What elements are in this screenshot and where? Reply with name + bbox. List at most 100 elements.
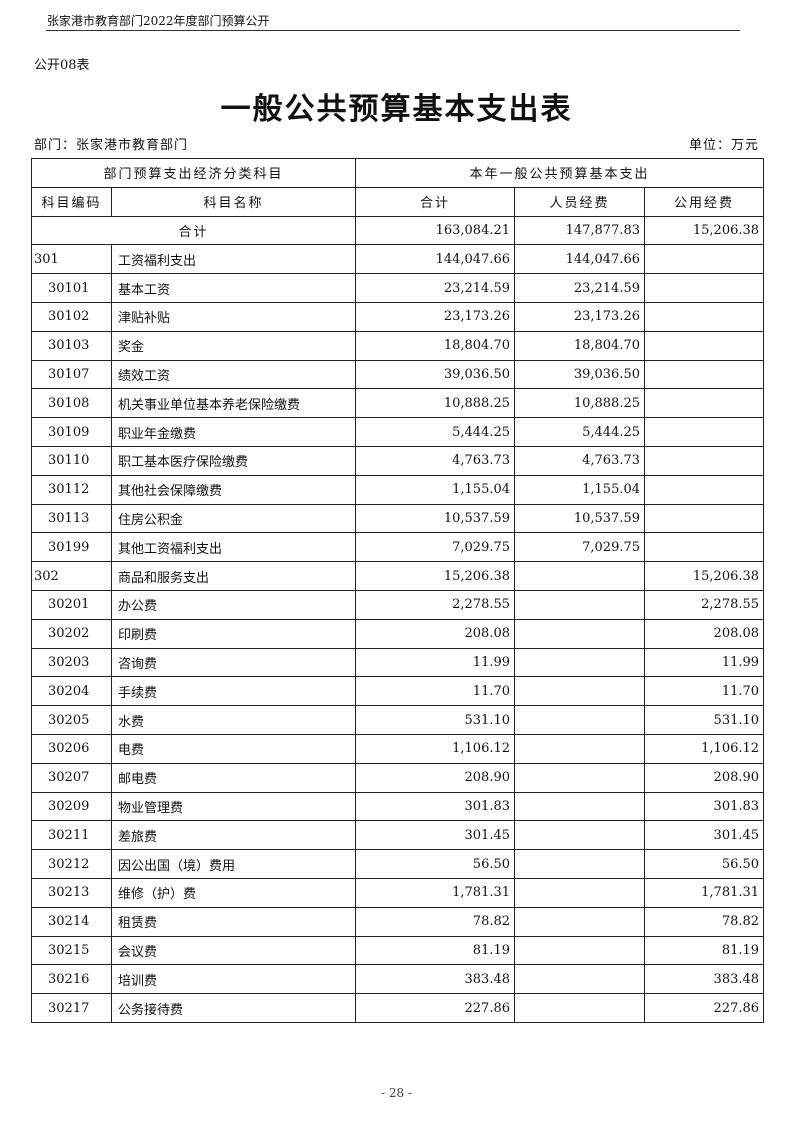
row-name: 办公费 xyxy=(110,589,357,620)
table-row: 30217 公务接待费 227.86 227.86 xyxy=(31,993,765,1023)
row-total: 531.10 xyxy=(355,705,516,735)
row-name: 住房公积金 xyxy=(110,503,357,534)
table-row: 30202 印刷费 208.08 208.08 xyxy=(31,618,765,649)
row-code: 30217 xyxy=(31,993,112,1023)
row-personnel xyxy=(514,676,646,707)
row-code: 30216 xyxy=(31,964,112,995)
row-public xyxy=(644,532,765,563)
row-code: 30101 xyxy=(31,273,112,303)
group-header-row: 部门预算支出经济分类科目 本年一般公共预算基本支出 xyxy=(30,158,765,188)
table-row: 30205 水费 531.10 531.10 xyxy=(31,705,765,735)
row-code: 30214 xyxy=(31,906,112,937)
row-total: 208.90 xyxy=(355,762,516,793)
row-code: 30213 xyxy=(31,877,112,908)
row-public: 531.10 xyxy=(644,705,765,735)
total-row: 合计 163,084.21 147,877.83 15,206.38 xyxy=(30,215,765,246)
col-header-code: 科目编码 xyxy=(31,186,112,217)
row-name: 工资福利支出 xyxy=(110,244,357,275)
row-personnel xyxy=(514,849,646,879)
row-public xyxy=(644,273,765,303)
row-name: 职工基本医疗保险缴费 xyxy=(110,445,357,476)
row-personnel xyxy=(514,791,646,822)
row-code: 30204 xyxy=(31,676,112,707)
row-personnel: 18,804.70 xyxy=(514,330,646,361)
row-personnel xyxy=(514,877,646,908)
row-code: 30107 xyxy=(31,359,112,390)
header-divider xyxy=(46,30,740,31)
table-row: 30211 差旅费 301.45 301.45 xyxy=(31,820,765,851)
row-public xyxy=(644,359,765,390)
row-public: 78.82 xyxy=(644,906,765,937)
row-personnel xyxy=(514,762,646,793)
table-row: 30215 会议费 81.19 81.19 xyxy=(31,935,765,966)
row-name: 津贴补贴 xyxy=(110,301,357,332)
row-public xyxy=(644,445,765,476)
total-total: 163,084.21 xyxy=(355,215,516,246)
row-personnel: 1,155.04 xyxy=(514,474,646,505)
row-personnel: 5,444.25 xyxy=(514,417,646,447)
row-total: 4,763.73 xyxy=(355,445,516,476)
row-total: 2,278.55 xyxy=(355,589,516,620)
table-row: 30209 物业管理费 301.83 301.83 xyxy=(31,791,765,822)
row-personnel xyxy=(514,935,646,966)
row-name: 基本工资 xyxy=(110,273,357,303)
row-total: 39,036.50 xyxy=(355,359,516,390)
row-total: 81.19 xyxy=(355,935,516,966)
row-name: 维修（护）费 xyxy=(110,877,357,908)
row-name: 机关事业单位基本养老保险缴费 xyxy=(110,388,357,419)
row-public: 301.45 xyxy=(644,820,765,851)
row-code: 30212 xyxy=(31,849,112,879)
table-row: 30103 奖金 18,804.70 18,804.70 xyxy=(31,330,765,361)
row-total: 1,155.04 xyxy=(355,474,516,505)
table-row: 30113 住房公积金 10,537.59 10,537.59 xyxy=(31,503,765,534)
row-name: 公务接待费 xyxy=(110,993,357,1023)
row-public xyxy=(644,474,765,505)
row-personnel xyxy=(514,618,646,649)
row-total: 56.50 xyxy=(355,849,516,879)
table-row: 30204 手续费 11.70 11.70 xyxy=(31,676,765,707)
row-code: 30203 xyxy=(31,647,112,678)
row-total: 301.83 xyxy=(355,791,516,822)
row-personnel: 10,537.59 xyxy=(514,503,646,534)
row-public: 11.99 xyxy=(644,647,765,678)
row-personnel xyxy=(514,964,646,995)
col-header-public: 公用经费 xyxy=(644,186,765,217)
row-name: 职业年金缴费 xyxy=(110,417,357,447)
table-row: 30207 邮电费 208.90 208.90 xyxy=(31,762,765,793)
row-code: 30202 xyxy=(31,618,112,649)
row-name: 培训费 xyxy=(110,964,357,995)
department-label: 部门：张家港市教育部门 xyxy=(34,138,189,153)
row-public: 227.86 xyxy=(644,993,765,1023)
row-public: 383.48 xyxy=(644,964,765,995)
row-total: 1,781.31 xyxy=(355,877,516,908)
table-row: 30108 机关事业单位基本养老保险缴费 10,888.25 10,888.25 xyxy=(31,388,765,419)
page-title: 一般公共预算基本支出表 xyxy=(220,92,573,127)
table-row: 30203 咨询费 11.99 11.99 xyxy=(31,647,765,678)
row-public: 1,106.12 xyxy=(644,733,765,764)
row-personnel: 144,047.66 xyxy=(514,244,646,275)
row-personnel xyxy=(514,589,646,620)
row-name: 邮电费 xyxy=(110,762,357,793)
row-code: 30205 xyxy=(31,705,112,735)
row-name: 物业管理费 xyxy=(110,791,357,822)
row-total: 78.82 xyxy=(355,906,516,937)
row-code: 302 xyxy=(31,561,112,591)
unit-label: 单位：万元 xyxy=(688,138,759,153)
row-total: 383.48 xyxy=(355,964,516,995)
row-public xyxy=(644,388,765,419)
row-personnel xyxy=(514,906,646,937)
row-public: 2,278.55 xyxy=(644,589,765,620)
row-code: 30209 xyxy=(31,791,112,822)
row-code: 30102 xyxy=(31,301,112,332)
row-personnel: 4,763.73 xyxy=(514,445,646,476)
table-row: 301 工资福利支出 144,047.66 144,047.66 xyxy=(31,244,765,275)
table-row: 30206 电费 1,106.12 1,106.12 xyxy=(31,733,765,764)
row-name: 其他工资福利支出 xyxy=(110,532,357,563)
row-code: 301 xyxy=(31,244,112,275)
budget-table: 部门预算支出经济分类科目 本年一般公共预算基本支出 科目编码 科目名称 合计 人… xyxy=(30,158,765,1023)
row-personnel xyxy=(514,733,646,764)
row-name: 绩效工资 xyxy=(110,359,357,390)
row-total: 144,047.66 xyxy=(355,244,516,275)
row-code: 30113 xyxy=(31,503,112,534)
total-label: 合计 xyxy=(30,215,357,246)
